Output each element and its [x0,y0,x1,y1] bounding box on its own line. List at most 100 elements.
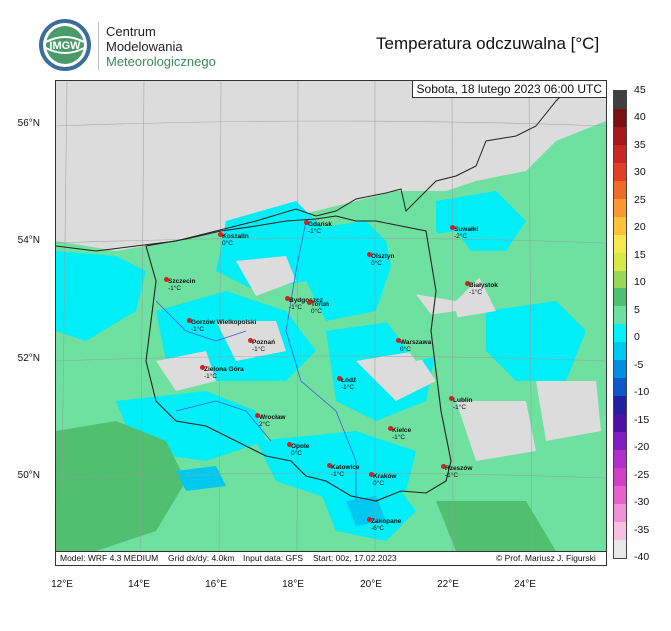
city-marker: Wrocław 2°C [255,413,286,428]
city-temperature: -1°C [469,289,483,296]
colorbar-swatch [614,126,626,145]
colorbar-swatch [614,270,626,289]
input-info: Input data: GFS [243,553,304,563]
colorbar-swatch [614,360,626,379]
city-marker: Bydgoszcz -1°C [285,296,323,311]
city-dot-icon [304,220,309,225]
city-dot-icon [396,338,401,343]
city-dot-icon [164,277,169,282]
city-temperature: -1°C [289,304,303,311]
lat-label: 56°N [17,118,40,129]
colorbar-tick-label: -15 [634,413,650,426]
temperature-map[interactable]: Sobota, 18 lutego 2023 06:00 UTC Gdańsk -… [55,80,607,566]
city-marker: Toruń 0°C [307,300,329,315]
city-marker: Opole 0°C [287,442,309,457]
colorbar-swatch [614,503,626,522]
city-name: Zakopane [371,518,402,525]
city-name: Katowice [331,464,360,471]
colorbar-tick-label: 40 [634,111,646,124]
city-name: Lublin [453,397,473,404]
city-temperature: -2°C [454,233,468,240]
colorbar-tick-label: -10 [634,386,650,399]
colorbar-tick-label: 5 [634,303,640,316]
lat-label: 52°N [17,353,40,364]
colorbar-tick-label: -20 [634,441,650,454]
imgw-logo: IMGW [39,19,91,71]
header-divider [98,22,99,70]
city-temperature: 0°C [400,346,411,353]
colorbar-tick-label: 0 [634,331,640,344]
city-marker: Szczecin -1°C [164,277,195,292]
city-name: Gdańsk [308,221,332,228]
colorbar-swatch [614,108,626,127]
city-marker: Koszalin 0°C [218,232,249,247]
colorbar-tick-label: -25 [634,468,650,481]
city-temperature: -1°C [168,285,182,292]
city-dot-icon [255,413,260,418]
city-marker: Zielona Góra -1°C [200,365,244,380]
organization-name: Centrum Modelowania Meteorologicznego [106,24,216,69]
city-name: Olsztyn [371,253,395,260]
colorbar-swatch [614,468,626,486]
city-dot-icon [441,464,446,469]
colorbar-tick-label: -30 [634,496,650,509]
city-marker: Olsztyn 0°C [367,252,395,267]
model-info: Model: WRF 4.3 MEDIUM [60,553,159,563]
city-dot-icon [287,442,292,447]
org-line-3: Meteorologicznego [106,54,216,69]
colorbar-swatch [614,162,626,181]
city-temperature: -1°C [331,471,345,478]
colorbar-swatch [614,198,626,217]
colorbar-tick-label: 45 [634,84,646,96]
city-marker: Kraków 0°C [369,472,396,487]
colorbar-swatch [614,234,626,253]
colorbar-swatch [614,144,626,163]
org-line-1: Centrum [106,24,156,39]
colorbar-tick-label: 35 [634,138,646,151]
lon-label: 22°E [437,579,459,590]
lon-label: 14°E [128,579,150,590]
city-name: Łódź [341,377,357,384]
city-dot-icon [367,252,372,257]
city-temperature: -1°C [445,472,459,479]
city-dot-icon [369,472,374,477]
lat-label: 54°N [17,235,40,246]
city-name: Kielce [392,427,412,434]
lon-label: 24°E [514,579,536,590]
city-temperature: 2°C [259,421,270,428]
colorbar-swatch [614,521,626,540]
colorbar-swatch [614,288,626,307]
colorbar-swatch [614,432,626,451]
city-dot-icon [285,296,290,301]
logo-text: IMGW [49,40,81,52]
city-dot-icon [388,426,393,431]
city-marker: Katowice -1°C [327,463,360,478]
city-name: Wrocław [259,414,286,421]
city-temperature: -6°C [371,525,385,532]
colorbar-tick-label: -35 [634,523,650,536]
colorbar-swatch [614,396,626,415]
colorbar-swatch [614,342,626,361]
city-temperature: 0°C [311,308,322,315]
city-name: Toruń [311,301,329,308]
city-temperature: -1°C [252,346,266,353]
city-marker: Kielce -1°C [388,426,412,441]
city-dot-icon [187,318,192,323]
city-dot-icon [465,281,470,286]
city-name: Suwałki [454,226,479,233]
city-dot-icon [327,463,332,468]
city-marker: Lublin -1°C [449,396,473,411]
city-name: Rzeszów [445,465,473,472]
colorbar-tick-label: -40 [634,551,650,563]
city-marker: Gorzów Wielkopolski -1°C [187,318,256,333]
lon-label: 20°E [360,579,382,590]
city-temperature: 0°C [371,260,382,267]
city-temperature: -1°C [308,228,322,235]
colorbar [613,90,627,559]
city-dot-icon [248,338,253,343]
colorbar-tick-label: 30 [634,166,646,179]
colorbar-tick-label: 15 [634,248,646,261]
colorbar-tick-label: -5 [634,358,644,371]
start-info: Start: 00z, 17.02.2023 [313,553,397,563]
colorbar-swatch [614,414,626,433]
